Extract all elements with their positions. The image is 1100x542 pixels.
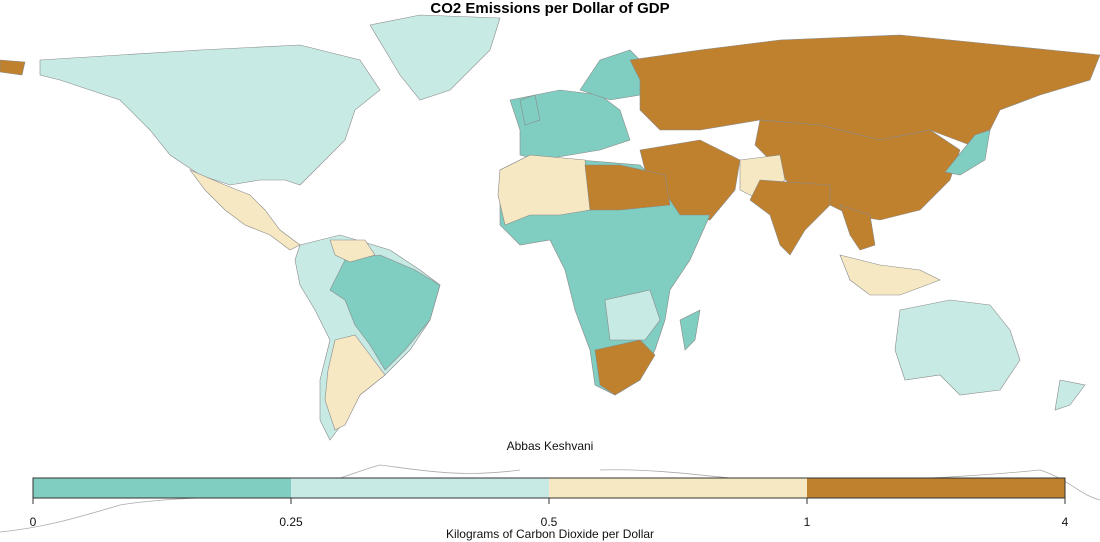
region-chukotka[interactable] — [0, 59, 26, 76]
region-europe[interactable] — [509, 89, 631, 161]
region-north-america[interactable] — [39, 44, 381, 186]
region-uk[interactable] — [519, 94, 541, 126]
legend-color-bar — [32, 477, 1066, 504]
legend-axis-label: Kilograms of Carbon Dioxide per Dollar — [445, 527, 655, 541]
region-venezuela[interactable] — [329, 239, 376, 263]
map-title: CO2 Emissions per Dollar of GDP — [430, 0, 670, 17]
region-india[interactable] — [749, 179, 831, 256]
region-new-zealand[interactable] — [1054, 379, 1086, 411]
countries — [0, 14, 1100, 441]
region-southern-africa-light[interactable] — [604, 289, 661, 341]
region-madagascar[interactable] — [679, 309, 701, 351]
legend-swatch-0 — [33, 478, 291, 498]
region-libya-egypt[interactable] — [584, 164, 671, 211]
legend-tick-label: 4 — [1061, 515, 1069, 529]
legend-swatch-1 — [291, 478, 549, 498]
legend-swatch-2 — [549, 478, 807, 498]
legend-tick-label: 0 — [29, 515, 37, 529]
region-mexico-central-america[interactable] — [189, 169, 301, 251]
region-australia[interactable] — [894, 299, 1021, 396]
legend-tick-label: 0.5 — [540, 515, 558, 529]
region-indonesia[interactable] — [839, 254, 941, 296]
legend-tick-label: 0.25 — [279, 515, 303, 529]
region-southeast-asia[interactable] — [839, 204, 876, 251]
region-north-africa[interactable] — [497, 154, 591, 226]
legend-swatch-3 — [807, 478, 1065, 498]
region-south-africa[interactable] — [594, 339, 656, 396]
region-russia[interactable] — [629, 34, 1100, 146]
author-credit: Abbas Keshvani — [506, 439, 594, 453]
region-argentina[interactable] — [324, 334, 386, 431]
legend-tick-label: 1 — [803, 515, 811, 529]
region-japan[interactable] — [944, 129, 991, 176]
region-brazil[interactable] — [329, 254, 441, 371]
region-greenland[interactable] — [369, 14, 501, 101]
